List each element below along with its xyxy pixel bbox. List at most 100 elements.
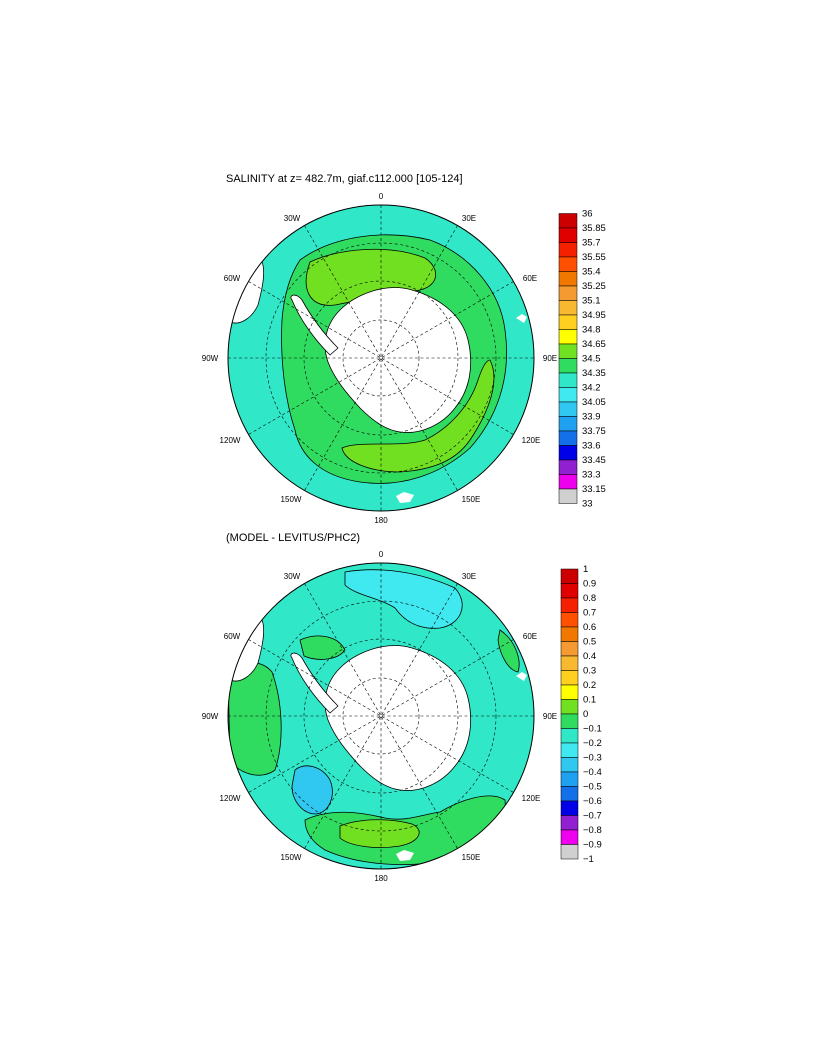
colorbar-swatch <box>558 213 578 229</box>
colorbar-swatch <box>558 430 578 446</box>
panel-title: SALINITY at z= 482.7m, giaf.c112.000 [10… <box>226 173 463 185</box>
colorbar-swatch <box>560 583 579 599</box>
island <box>516 314 527 323</box>
colorbar-swatch <box>560 626 579 642</box>
island <box>516 672 527 681</box>
colorbar-swatch <box>558 227 578 243</box>
colorbar: 1 0.9 0.8 0.7 0.6 0.5 0.4 0.3 0.2 0.1 0 −0.1 −0.2 −0.… <box>560 564 602 865</box>
salinity-panel: SALINITY at z= 482.7m, giaf.c112.000 [10… <box>202 173 606 525</box>
colorbar-label: 0.6 <box>583 622 596 633</box>
colorbar-swatch <box>560 568 579 584</box>
lon-label: 120E <box>522 436 541 445</box>
colorbar-swatch <box>560 597 579 613</box>
lon-label: 120W <box>220 794 241 803</box>
lon-label: 150E <box>462 853 481 862</box>
colorbar-label: −0.9 <box>583 840 602 851</box>
colorbar-label: −0.8 <box>583 825 602 836</box>
colorbar-label: 36 <box>582 209 593 220</box>
colorbar-swatch <box>558 488 578 504</box>
map-border <box>227 562 535 870</box>
difference-region-0.1 <box>339 819 420 848</box>
lon-label: 30W <box>284 572 301 581</box>
longitude-labels: 0 30E 60E 90E 120E 150E 180 150W 120W 90… <box>202 550 557 883</box>
colorbar-swatch <box>558 474 578 490</box>
lon-label: 60W <box>224 632 241 641</box>
colorbar-swatch <box>560 757 579 773</box>
difference-panel: (MODEL - LEVITUS/PHC2) <box>202 532 602 883</box>
polar-map <box>228 563 534 869</box>
colorbar-swatch <box>558 387 578 403</box>
colorbar-swatch <box>560 641 579 657</box>
colorbar-label: 34.2 <box>582 383 601 394</box>
lon-label: 30E <box>462 572 476 581</box>
colorbar-label: 33.3 <box>582 470 601 481</box>
lon-label: 30E <box>462 214 476 223</box>
lon-label: 180 <box>374 874 388 883</box>
colorbar-label: −0.5 <box>583 782 602 793</box>
lon-label: 0 <box>379 550 384 559</box>
lon-label: 180 <box>374 516 388 525</box>
island <box>396 850 414 861</box>
panel-title: (MODEL - LEVITUS/PHC2) <box>226 532 360 544</box>
colorbar-swatch <box>560 612 579 628</box>
colorbar-label: 35.1 <box>582 296 601 307</box>
colorbar-label: 0.3 <box>583 666 596 677</box>
colorbar-label: 33.6 <box>582 441 601 452</box>
colorbar-label: 33.15 <box>582 484 606 495</box>
colorbar-label: 33.9 <box>582 412 601 423</box>
difference-region-0 <box>497 629 520 673</box>
colorbar-label: −1 <box>583 854 594 865</box>
colorbar-label: 0.7 <box>583 608 596 619</box>
polar-map <box>228 205 534 511</box>
colorbar-label: 33 <box>582 499 593 510</box>
lon-label: 60W <box>224 274 241 283</box>
lon-label: 60E <box>523 274 537 283</box>
colorbar-swatch <box>558 401 578 417</box>
colorbar-label: 0.8 <box>583 593 596 604</box>
colorbar-swatch <box>558 300 578 316</box>
colorbar-swatch <box>560 815 579 831</box>
lon-label: 90E <box>543 354 557 363</box>
lon-label: 90W <box>202 712 219 721</box>
colorbar-label: 34.35 <box>582 368 606 379</box>
colorbar-label: 0.9 <box>583 579 596 590</box>
colorbar-label: 0.4 <box>583 651 596 662</box>
colorbar-label: −0.1 <box>583 724 602 735</box>
colorbar-label: 35.55 <box>582 252 606 263</box>
difference-region-minus-0.2 <box>291 765 333 815</box>
colorbar-swatch <box>558 285 578 301</box>
colorbar-label: 33.75 <box>582 426 606 437</box>
colorbar-swatch <box>560 670 579 686</box>
lon-label: 60E <box>523 632 537 641</box>
colorbar-label: −0.2 <box>583 738 602 749</box>
colorbar-label: −0.6 <box>583 796 602 807</box>
colorbar-swatch <box>560 771 579 787</box>
colorbar-label: 34.05 <box>582 397 606 408</box>
colorbar-label: 35.85 <box>582 223 606 234</box>
colorbar-label: 34.5 <box>582 354 601 365</box>
colorbar: 36 35.85 35.7 35.55 35.4 35.25 35.1 34.95 34.8 34… <box>558 209 606 510</box>
lon-label: 90E <box>543 712 557 721</box>
colorbar-label: −0.7 <box>583 811 602 822</box>
colorbar-swatch <box>560 829 579 845</box>
graticule <box>228 563 534 869</box>
colorbar-swatch <box>558 459 578 475</box>
colorbar-label: 34.65 <box>582 339 606 350</box>
colorbar-swatch <box>558 256 578 272</box>
colorbar-swatch <box>558 358 578 374</box>
salinity-patch-34.65 <box>341 359 495 473</box>
colorbar-label: 0.1 <box>583 695 596 706</box>
colorbar-swatch <box>560 844 579 860</box>
colorbar-label: 0 <box>583 709 588 720</box>
graticule <box>228 205 534 511</box>
colorbar-swatch <box>560 713 579 729</box>
lon-label: 120E <box>522 794 541 803</box>
longitude-labels: 0 30E 60E 90E 120E 150E 180 150W 120W 90… <box>202 192 557 525</box>
colorbar-swatch <box>560 728 579 744</box>
lon-label: 120W <box>220 436 241 445</box>
colorbar-label: 35.4 <box>582 267 601 278</box>
colorbar-swatch <box>560 786 579 802</box>
lon-label: 0 <box>379 192 384 201</box>
colorbar-label: 33.45 <box>582 455 606 466</box>
